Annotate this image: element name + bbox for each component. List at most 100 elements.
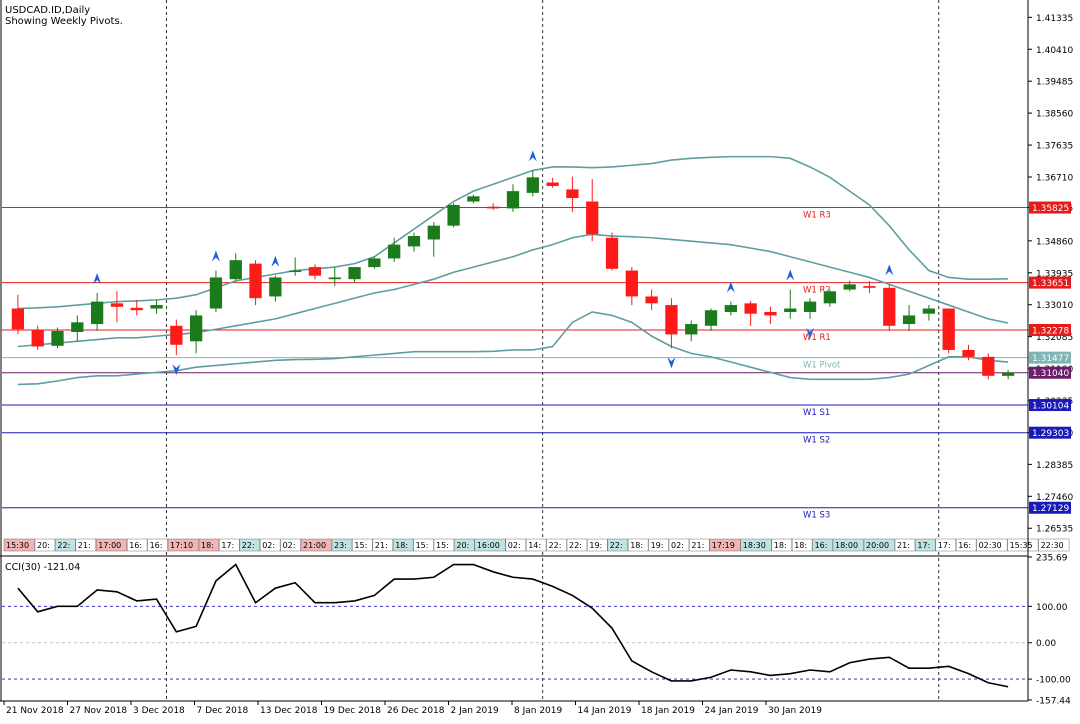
session-cell-label: 21:	[897, 541, 910, 550]
session-cell-label: 17:19	[712, 541, 735, 550]
session-cell	[75, 538, 96, 552]
candle-body	[744, 303, 757, 314]
x-tick-label: 7 Dec 2018	[197, 706, 249, 716]
candle-body	[130, 307, 143, 311]
candle-body	[427, 225, 440, 240]
session-strip: 15:30 20: 22: 21: 17:00 16: 16: 17:10 18: 17: 22: 0…	[3, 538, 1070, 552]
price-tag-box	[1029, 276, 1071, 289]
cci-tick-label: 0.00	[1036, 639, 1056, 649]
fractal-down-arrow	[172, 364, 181, 376]
fractal-up-arrow	[271, 255, 280, 267]
candle-body	[289, 270, 302, 273]
cci-tick-label: -157.44	[1036, 697, 1071, 707]
pivot-level-label: W1 Pivot	[803, 361, 841, 371]
session-cell	[648, 538, 669, 552]
bollinger-middle-line	[17, 233, 1009, 348]
session-cell	[55, 538, 76, 552]
candle-body	[249, 263, 262, 299]
separator-layer	[166, 0, 940, 700]
cci-tick-label: -100.00	[1036, 676, 1071, 686]
session-cell-label: 16:	[150, 541, 163, 550]
candle-body	[388, 244, 401, 259]
price-tick-label: 1.37635	[1036, 142, 1073, 152]
session-cell-label: 22:	[549, 541, 562, 550]
session-cell	[771, 538, 792, 552]
candle-body	[467, 196, 480, 202]
fractals-layer	[93, 150, 894, 376]
session-cell	[34, 538, 56, 552]
price-tick-label: 1.36710	[1036, 173, 1073, 183]
x-tick-label: 24 Jan 2019	[705, 706, 759, 716]
price-tick-label: 1.41335	[1036, 14, 1073, 24]
price-tag-label: 1.30104	[1032, 402, 1069, 412]
bollinger-bands-layer	[17, 155, 1009, 386]
fractal-up-arrow	[211, 250, 220, 262]
candle-body	[1001, 372, 1015, 376]
session-cell	[352, 538, 373, 552]
candle-body	[625, 270, 638, 297]
x-axis: 21 Nov 2018 27 Nov 2018 3 Dec 2018 7 Dec 20…	[3, 701, 822, 716]
price-tag-box	[1029, 351, 1071, 364]
price-tag-box	[1029, 399, 1071, 412]
candle-body	[269, 277, 282, 297]
session-cell-label: 20:	[456, 541, 469, 550]
candle-body	[328, 277, 341, 280]
price-tag-label: 1.31477	[1032, 354, 1069, 364]
pivot-level-label: W1 S1	[803, 408, 830, 418]
x-tick-label: 14 Jan 2019	[578, 706, 632, 716]
price-tick-label: 1.32085	[1036, 333, 1073, 343]
session-cell	[955, 538, 977, 552]
session-cell-label: 18:	[630, 541, 643, 550]
candle-body	[982, 356, 995, 376]
price-tag-label: 1.31040	[1032, 369, 1069, 379]
session-cell	[95, 538, 127, 552]
pivot-level-label: W1 R3	[803, 211, 831, 221]
session-cell	[689, 538, 710, 552]
session-cell-label: 16:	[129, 541, 142, 550]
session-cell-label: 22:	[57, 541, 70, 550]
session-cell	[392, 538, 414, 552]
chart-title: USDCAD.ID,Daily	[5, 5, 90, 16]
session-cell-label: 20:00	[866, 541, 889, 550]
x-tick-label: 8 Jan 2019	[514, 706, 562, 716]
session-cell	[566, 538, 588, 552]
session-cell	[259, 538, 281, 552]
session-cell-label: 18:	[201, 541, 214, 550]
session-cell-label: 22:	[610, 541, 623, 550]
session-cell	[433, 538, 455, 552]
session-cell-label: 18:30	[743, 541, 766, 550]
price-tag-box	[1029, 501, 1071, 514]
session-cell-label: 18:	[395, 541, 408, 550]
price-tag-box	[1029, 323, 1071, 336]
session-cell	[709, 538, 741, 552]
session-cell	[454, 538, 475, 552]
candle-body	[843, 284, 856, 290]
session-cell-label: 18:00	[835, 541, 858, 550]
candle-body	[308, 267, 322, 276]
session-cell-label: 17:	[221, 541, 234, 550]
cci-tick-label: 235.69	[1036, 554, 1068, 564]
cci-tick-label: 100.00	[1036, 603, 1068, 613]
candle-body	[110, 303, 124, 307]
price-tick-label: 1.27460	[1036, 493, 1073, 503]
cci-line	[17, 563, 1009, 688]
pivot-level-label: W1 S3	[803, 511, 830, 521]
session-cell	[668, 538, 690, 552]
session-cell	[525, 538, 547, 552]
x-tick-label: 13 Dec 2018	[260, 706, 318, 716]
session-cell-label: 19:	[651, 541, 664, 550]
session-cell-label: 17:	[917, 541, 930, 550]
candle-body	[546, 182, 559, 186]
price-tag-label: 1.29303	[1032, 429, 1069, 439]
session-cell-label: 22:	[242, 541, 255, 550]
candle-body	[665, 305, 678, 335]
price-tag-box	[1029, 366, 1071, 379]
session-cell-label: 21:	[691, 541, 704, 550]
candle-body	[764, 311, 777, 316]
session-cell-label: 17:10	[170, 541, 193, 550]
candle-body	[566, 189, 579, 199]
session-cell-label: 02:	[508, 541, 521, 550]
session-cell-label: 16:00	[477, 541, 500, 550]
